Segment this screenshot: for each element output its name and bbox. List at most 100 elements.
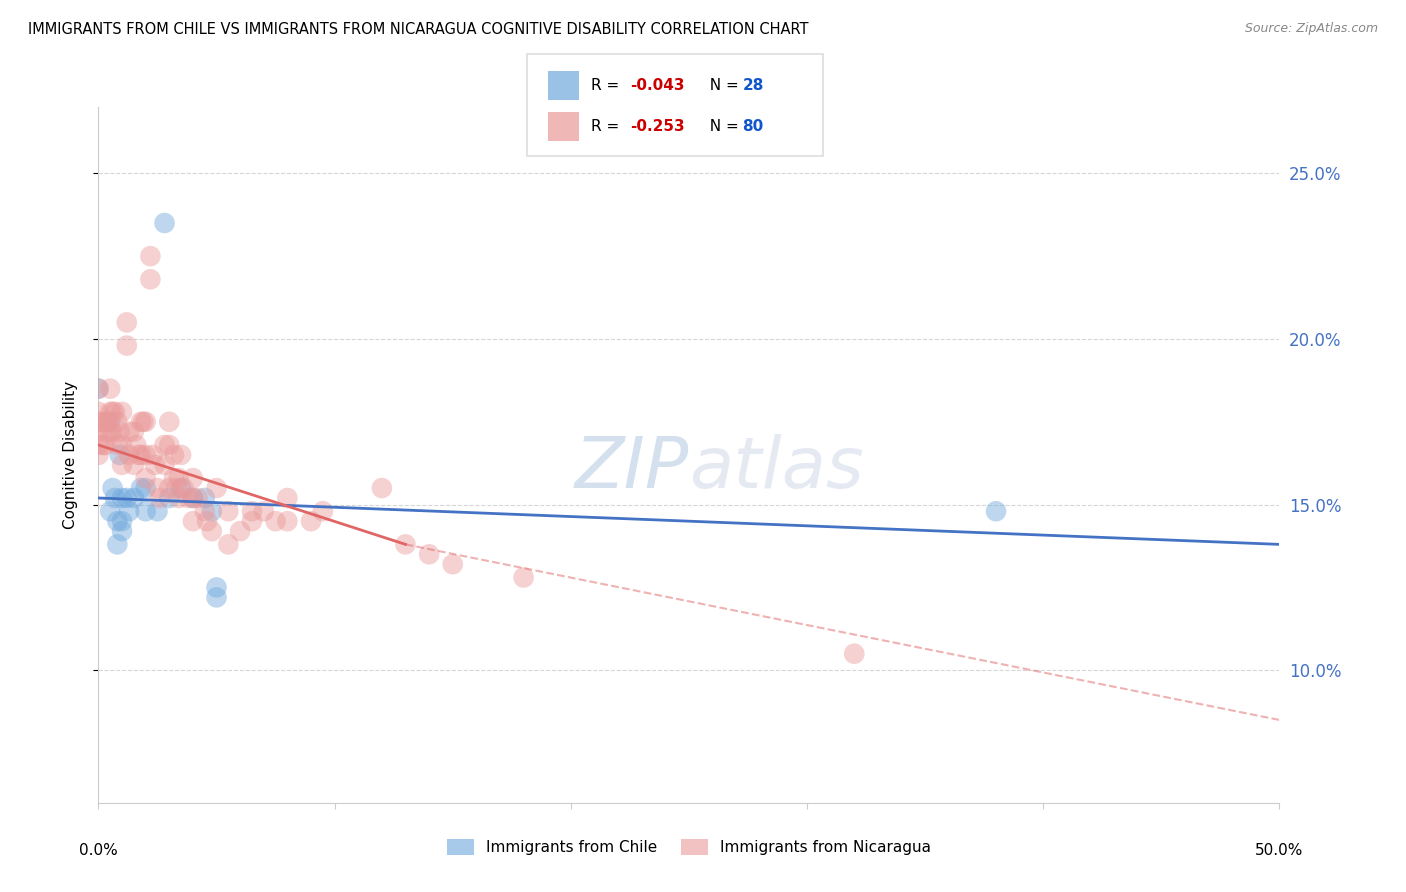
Point — [111, 438, 134, 452]
Point — [170, 481, 193, 495]
Point — [111, 514, 134, 528]
Point — [115, 315, 138, 329]
Text: ZIP: ZIP — [575, 434, 689, 503]
Point — [264, 514, 287, 528]
Point — [97, 425, 120, 439]
Point — [240, 504, 263, 518]
Point — [94, 415, 117, 429]
Point — [135, 481, 157, 495]
Text: R =: R = — [591, 78, 624, 93]
Point — [163, 471, 186, 485]
Text: IMMIGRANTS FROM CHILE VS IMMIGRANTS FROM NICARAGUA COGNITIVE DISABILITY CORRELAT: IMMIGRANTS FROM CHILE VS IMMIGRANTS FROM… — [28, 22, 808, 37]
Y-axis label: Cognitive Disability: Cognitive Disability — [63, 381, 77, 529]
Point — [111, 524, 134, 538]
Point — [135, 471, 157, 485]
Point — [418, 547, 440, 561]
Point — [157, 491, 180, 505]
Point — [157, 481, 180, 495]
Point — [128, 448, 150, 462]
Point — [299, 514, 322, 528]
Point — [153, 216, 176, 230]
Text: R =: R = — [591, 120, 624, 134]
Point — [132, 415, 155, 429]
Point — [205, 581, 228, 595]
Point — [111, 458, 134, 472]
Point — [201, 504, 224, 518]
Point — [104, 405, 127, 419]
Point — [98, 504, 121, 518]
Point — [108, 425, 131, 439]
Point — [142, 448, 165, 462]
Legend: Immigrants from Chile, Immigrants from Nicaragua: Immigrants from Chile, Immigrants from N… — [440, 833, 938, 862]
Point — [194, 504, 217, 518]
Point — [108, 448, 131, 462]
Point — [146, 481, 169, 495]
Point — [101, 481, 124, 495]
Point — [87, 425, 110, 439]
Point — [94, 438, 117, 452]
Point — [143, 458, 166, 472]
Point — [157, 415, 180, 429]
Point — [105, 415, 128, 429]
Point — [101, 425, 124, 439]
Point — [122, 425, 145, 439]
Point — [135, 415, 157, 429]
Point — [163, 448, 186, 462]
Point — [172, 481, 194, 495]
Point — [194, 491, 217, 505]
Point — [167, 491, 190, 505]
Point — [87, 405, 110, 419]
Point — [98, 382, 121, 396]
Point — [97, 415, 120, 429]
Point — [122, 458, 145, 472]
Text: 80: 80 — [742, 120, 763, 134]
Point — [276, 491, 298, 505]
Point — [90, 415, 112, 429]
Point — [253, 504, 276, 518]
Point — [118, 504, 141, 518]
Point — [125, 438, 148, 452]
Point — [177, 491, 200, 505]
Point — [240, 514, 263, 528]
Point — [276, 514, 298, 528]
Text: -0.043: -0.043 — [630, 78, 685, 93]
Point — [87, 382, 110, 396]
Point — [217, 504, 239, 518]
Point — [441, 558, 464, 572]
Point — [201, 524, 224, 538]
Text: 28: 28 — [742, 78, 763, 93]
Text: -0.253: -0.253 — [630, 120, 685, 134]
Point — [98, 425, 121, 439]
Point — [217, 537, 239, 551]
Point — [146, 504, 169, 518]
Point — [170, 448, 193, 462]
Text: atlas: atlas — [689, 434, 863, 503]
Point — [135, 448, 157, 462]
Point — [153, 438, 176, 452]
Point — [394, 537, 416, 551]
Point — [105, 537, 128, 551]
Point — [984, 504, 1007, 518]
Point — [312, 504, 335, 518]
Point — [135, 504, 157, 518]
Point — [181, 491, 204, 505]
Point — [167, 471, 190, 485]
Point — [205, 591, 228, 605]
Point — [195, 514, 218, 528]
Point — [181, 471, 204, 485]
Text: 50.0%: 50.0% — [1256, 843, 1303, 857]
Point — [87, 415, 110, 429]
Point — [153, 458, 176, 472]
Point — [101, 405, 124, 419]
Point — [181, 491, 204, 505]
Point — [181, 514, 204, 528]
Point — [139, 249, 162, 263]
Point — [229, 524, 252, 538]
Text: N =: N = — [700, 120, 744, 134]
Point — [115, 491, 138, 505]
Point — [122, 491, 145, 505]
Point — [512, 570, 534, 584]
Point — [87, 438, 110, 452]
Point — [129, 481, 152, 495]
Point — [115, 338, 138, 352]
